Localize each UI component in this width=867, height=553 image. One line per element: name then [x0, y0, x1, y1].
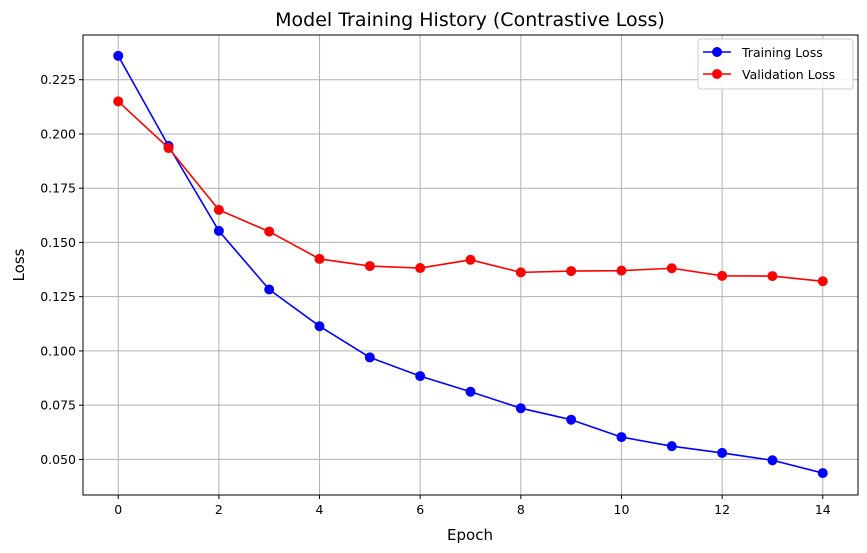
- chart-title: Model Training History (Contrastive Loss…: [275, 9, 665, 31]
- data-point-validation-loss: [415, 263, 426, 274]
- data-point-training-loss: [264, 284, 275, 295]
- data-point-validation-loss: [817, 276, 828, 287]
- x-axis-label: Epoch: [447, 526, 493, 544]
- data-point-training-loss: [817, 468, 828, 479]
- x-tick-label: 14: [815, 502, 831, 517]
- x-tick-label: 10: [614, 502, 630, 517]
- axis-ticks: 0 2 4 6 8 10 12 14 0.050 0.075 0.100 0.125 0.150 0.17…: [40, 72, 831, 517]
- y-tick-label: 0.225: [40, 72, 76, 87]
- data-point-validation-loss: [767, 271, 778, 282]
- legend-label-validation: Validation Loss: [742, 67, 835, 82]
- y-axis-label: Loss: [10, 248, 28, 281]
- data-point-training-loss: [213, 225, 224, 236]
- data-point-validation-loss: [163, 143, 174, 154]
- x-tick-label: 0: [114, 502, 122, 517]
- data-point-validation-loss: [213, 204, 224, 215]
- data-point-training-loss: [415, 371, 426, 382]
- legend-label-training: Training Loss: [741, 45, 823, 60]
- data-point-training-loss: [666, 441, 677, 452]
- data-point-training-loss: [566, 414, 577, 425]
- y-tick-label: 0.200: [40, 126, 76, 141]
- series-validation-loss: [113, 96, 828, 287]
- plot-series: [113, 50, 828, 479]
- data-point-validation-loss: [264, 226, 275, 237]
- y-tick-label: 0.050: [40, 452, 76, 467]
- data-point-training-loss: [364, 352, 375, 363]
- legend-box: [697, 38, 854, 90]
- x-tick-label: 8: [517, 502, 525, 517]
- data-point-training-loss: [314, 321, 325, 332]
- series-line-validation-loss: [117, 100, 823, 283]
- plot-frame: [82, 34, 859, 496]
- x-tick-label: 12: [714, 502, 730, 517]
- grid: [83, 35, 858, 495]
- data-point-validation-loss: [465, 254, 476, 265]
- data-point-validation-loss: [566, 266, 577, 277]
- data-point-validation-loss: [314, 253, 325, 264]
- data-point-training-loss: [113, 50, 124, 61]
- data-point-validation-loss: [616, 265, 627, 276]
- legend: Training Loss Validation Loss: [697, 38, 854, 90]
- data-point-training-loss: [465, 386, 476, 397]
- y-tick-label: 0.100: [40, 343, 76, 358]
- data-point-validation-loss: [717, 270, 728, 281]
- y-tick-label: 0.150: [40, 235, 76, 250]
- legend-marker-training: [712, 47, 722, 57]
- data-point-training-loss: [767, 455, 778, 466]
- y-tick-label: 0.125: [40, 289, 76, 304]
- data-point-validation-loss: [113, 96, 124, 107]
- legend-marker-validation: [712, 69, 722, 79]
- data-point-training-loss: [717, 447, 728, 458]
- x-tick-label: 2: [215, 502, 223, 517]
- data-point-training-loss: [616, 432, 627, 443]
- y-tick-label: 0.075: [40, 398, 76, 413]
- y-tick-label: 0.175: [40, 181, 76, 196]
- x-tick-label: 6: [416, 502, 424, 517]
- data-point-validation-loss: [515, 267, 526, 278]
- data-point-training-loss: [515, 403, 526, 414]
- data-point-validation-loss: [666, 263, 677, 274]
- data-point-validation-loss: [364, 261, 375, 272]
- x-tick-label: 4: [316, 502, 324, 517]
